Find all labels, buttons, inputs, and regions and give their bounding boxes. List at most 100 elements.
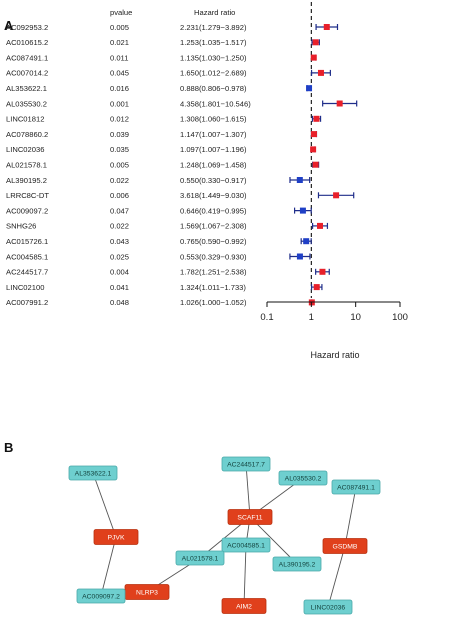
network-edge	[344, 486, 357, 547]
lncrna-node: AL021578.1	[175, 550, 225, 566]
row-gene-label: AC244517.7	[6, 268, 48, 277]
node-box	[272, 556, 322, 572]
x-tick-label: 100	[392, 312, 408, 323]
hazard-point	[312, 39, 319, 46]
hazard-point	[317, 222, 324, 229]
hazard-point	[333, 192, 340, 199]
row-gene-label: AC015726.1	[6, 237, 48, 246]
node-label: AL353622.1	[75, 470, 112, 477]
hazard-point	[303, 238, 310, 245]
x-axis-title: Hazard ratio	[310, 350, 359, 360]
node-box	[93, 529, 139, 545]
node-box	[331, 479, 381, 495]
row-gene-label: AC004585.1	[6, 252, 48, 261]
x-axis: 0.1 1 10 100	[260, 301, 408, 323]
row-gene-label: AC007014.2	[6, 69, 48, 78]
node-label: AC244517.7	[227, 461, 265, 468]
hazard-point	[317, 69, 324, 76]
node-box	[278, 470, 328, 486]
row-hazard-ratio: 1.147(1.007−1.307)	[180, 130, 247, 139]
row-gene-label: AC092953.2	[6, 23, 48, 32]
row-hazard-ratio: 0.888(0.806−0.978)	[180, 84, 247, 93]
node-label: AIM2	[236, 603, 252, 610]
node-box	[221, 537, 271, 553]
row-gene-label: LINC02036	[6, 145, 44, 154]
node-box	[76, 588, 126, 604]
row-hazard-ratio: 4.358(1.801−10.546)	[180, 99, 251, 108]
row-hazard-ratio: 1.569(1.067−2.308)	[180, 222, 247, 231]
node-box	[227, 509, 273, 525]
node-label: NLRP3	[136, 589, 158, 596]
row-gene-label: AL021578.1	[6, 161, 47, 170]
hazard-point	[323, 24, 330, 30]
row-hazard-ratio: 1.324(1.011−1.733)	[180, 283, 246, 292]
gene-node: SCAF11	[227, 509, 273, 525]
hazard-point	[313, 284, 320, 291]
row-pvalue: 0.047	[110, 206, 129, 215]
x-tick-label: 1	[309, 312, 314, 323]
lncrna-node: AC004585.1	[221, 537, 271, 553]
hazard-point	[313, 115, 320, 122]
row-pvalue: 0.016	[110, 84, 129, 93]
lncrna-node: AL035530.2	[278, 470, 328, 486]
node-box	[322, 538, 368, 554]
row-gene-label: AL035530.2	[6, 99, 47, 108]
gene-node: NLRP3	[124, 584, 170, 600]
node-label: AL390195.2	[279, 561, 316, 568]
node-label: SCAF11	[237, 514, 262, 521]
row-pvalue: 0.004	[110, 268, 129, 277]
row-pvalue: 0.041	[110, 283, 129, 292]
network-edge	[100, 536, 117, 597]
node-label: AC004585.1	[227, 542, 265, 549]
hazard-point	[306, 85, 313, 92]
forest-marks	[289, 2, 358, 306]
hazard-point	[319, 268, 326, 275]
row-hazard-ratio: 1.097(1.007−1.196)	[180, 145, 247, 154]
row-pvalue: 0.043	[110, 237, 129, 246]
network-edge	[243, 544, 247, 607]
hazard-point	[296, 177, 303, 183]
row-hazard-ratio: 3.618(1.449−9.030)	[180, 191, 247, 200]
node-label: AC087491.1	[337, 484, 375, 491]
lncrna-node: AL353622.1	[68, 465, 118, 481]
lncrna-node: LINC02036	[303, 599, 353, 615]
row-pvalue: 0.001	[110, 99, 129, 108]
row-gene-label: LINC02100	[6, 283, 44, 292]
row-gene-label: LRRC8C-DT	[6, 191, 49, 200]
hazard-point	[312, 161, 319, 168]
hazard-point	[310, 131, 317, 138]
node-box	[221, 598, 267, 614]
row-pvalue: 0.006	[110, 191, 129, 200]
hazard-point	[296, 253, 303, 260]
x-tick-label: 10	[350, 312, 361, 323]
row-gene-label: AC010615.2	[6, 38, 48, 47]
row-gene-label: AC009097.2	[6, 206, 48, 215]
row-pvalue: 0.022	[110, 222, 129, 231]
lncrna-node: AC009097.2	[76, 588, 126, 604]
lncrna-node: AC244517.7	[221, 456, 271, 472]
node-box	[175, 550, 225, 566]
row-pvalue: 0.021	[110, 38, 129, 47]
row-pvalue: 0.039	[110, 130, 129, 139]
row-hazard-ratio: 1.026(1.000−1.052)	[180, 298, 247, 307]
row-hazard-ratio: 1.308(1.060−1.615)	[180, 115, 247, 124]
network-nodes: AL353622.1 AC244517.7 AL035530.2 AC087491.1…	[68, 456, 381, 615]
panel-b-label: B	[4, 440, 13, 455]
node-label: LINC02036	[311, 604, 346, 611]
lncrna-node: AL390195.2	[272, 556, 322, 572]
hazard-point	[299, 207, 306, 214]
network-edge	[245, 463, 251, 518]
node-box	[221, 456, 271, 472]
row-hazard-ratio: 0.765(0.590−0.992)	[180, 237, 247, 246]
gene-node: AIM2	[221, 598, 267, 614]
hazard-point	[310, 146, 317, 153]
row-pvalue: 0.048	[110, 298, 129, 307]
node-label: AC009097.2	[82, 593, 120, 600]
pvalue-header: pvalue	[110, 8, 132, 17]
network-diagram: AL353622.1 AC244517.7 AL035530.2 AC087491.1…	[68, 456, 381, 615]
x-tick-label: 0.1	[260, 312, 273, 323]
node-box	[303, 599, 353, 615]
row-pvalue: 0.025	[110, 252, 129, 261]
gene-node: PJVK	[93, 529, 139, 545]
hazard-ratio-header: Hazard ratio	[194, 8, 235, 17]
